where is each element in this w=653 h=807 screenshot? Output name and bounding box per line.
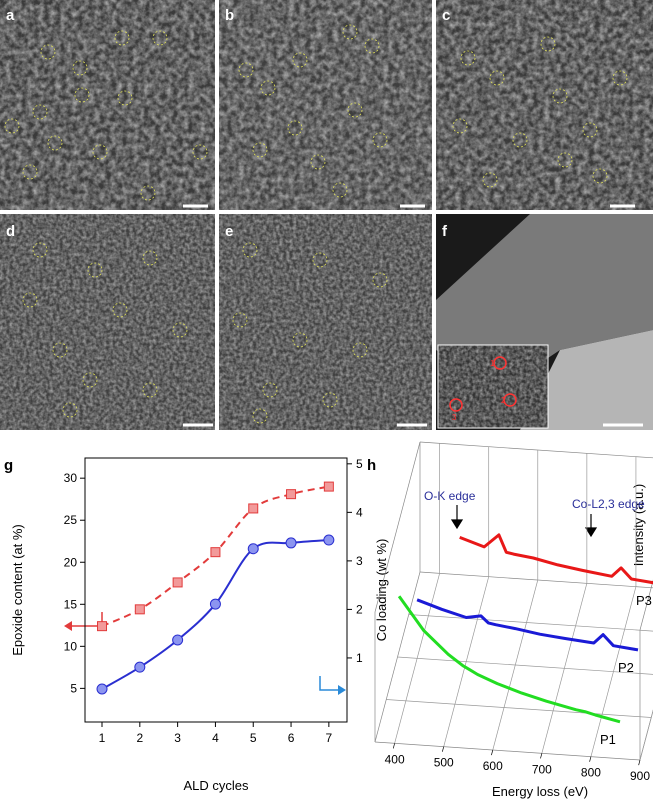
marker: [135, 605, 144, 614]
x-tick-label: 7: [326, 731, 333, 745]
marker: [324, 482, 333, 491]
plot-frame: [85, 458, 347, 722]
x-tick-label: 2: [136, 731, 143, 745]
marker: [173, 635, 183, 645]
x-tick-label: 900: [630, 769, 650, 783]
x-tick: [541, 753, 542, 758]
grid-line: [493, 580, 538, 750]
panel-label: e: [225, 223, 233, 240]
grid-line: [542, 583, 587, 753]
grid-line: [444, 577, 489, 747]
y2-tick-label: 4: [356, 505, 363, 519]
series-label: P2: [618, 660, 634, 675]
marker: [173, 578, 182, 587]
marker: [249, 504, 258, 513]
micrograph-texture: [219, 214, 432, 430]
y-tick-label: 25: [64, 513, 78, 527]
panel-label: g: [4, 457, 13, 474]
x-tick-label: 500: [434, 756, 454, 770]
marker: [248, 544, 258, 554]
floor-grid-line: [386, 700, 651, 718]
x-axis-label: ALD cycles: [183, 778, 249, 793]
annotation: O-K edge: [424, 489, 476, 503]
x-tick-label: 700: [532, 762, 552, 776]
panel-label: d: [6, 223, 15, 240]
x-tick: [590, 757, 591, 762]
x-tick-label: 400: [385, 752, 405, 766]
x-tick-label: 600: [483, 759, 503, 773]
marker: [287, 490, 296, 499]
marker: [135, 662, 145, 672]
y2-tick-label: 2: [356, 602, 363, 616]
y2-tick-label: 3: [356, 554, 363, 568]
marker: [210, 599, 220, 609]
box-edge: [420, 572, 653, 590]
marker: [286, 538, 296, 548]
y-tick-label: 20: [64, 555, 78, 569]
grid-line: [640, 590, 653, 760]
x-tick: [393, 743, 394, 748]
micrograph-panels: 1 2 3 a b c d e f: [0, 0, 653, 430]
series-line: [417, 600, 638, 650]
annotation: Co-L2,3 edge: [572, 497, 645, 511]
series-label: P3: [636, 593, 652, 608]
inset-marker-label: 3: [452, 413, 457, 422]
x-tick: [491, 750, 492, 755]
x-tick: [639, 760, 640, 765]
x-tick: [442, 747, 443, 752]
inset-marker-label: 1: [490, 359, 495, 368]
y2-tick-label: 1: [356, 651, 363, 665]
y-tick-label: 5: [70, 681, 77, 695]
panel-label: h: [367, 457, 376, 474]
marker: [97, 684, 107, 694]
panel-label: a: [6, 7, 15, 24]
x-axis-label: Energy loss (eV): [492, 784, 588, 799]
box-edge: [375, 442, 420, 612]
y2-tick-label: 5: [356, 457, 363, 471]
x-tick-label: 1: [99, 731, 106, 745]
inset-marker-label: 2: [501, 396, 506, 405]
marker: [324, 535, 334, 545]
y2-axis-label: Co loading (wt %): [374, 539, 389, 642]
x-tick-label: 800: [581, 766, 601, 780]
panel-label: b: [225, 7, 234, 24]
micrograph-texture: [0, 214, 215, 430]
y-axis-label: Epoxide content (at %): [10, 524, 25, 656]
floor-grid-line: [409, 615, 653, 633]
panel-label: c: [442, 7, 450, 24]
x-tick-label: 6: [288, 731, 295, 745]
marker: [98, 622, 107, 631]
x-tick-label: 5: [250, 731, 257, 745]
y-tick-label: 15: [64, 597, 78, 611]
micrograph-texture: [436, 0, 653, 210]
y-tick-label: 30: [64, 471, 78, 485]
x-tick-label: 4: [212, 731, 219, 745]
box-edge: [420, 442, 653, 460]
marker: [211, 548, 220, 557]
y-tick-label: 10: [64, 639, 78, 653]
micrograph-texture: [219, 0, 432, 210]
series-label: P1: [600, 732, 616, 747]
x-tick-label: 3: [174, 731, 181, 745]
